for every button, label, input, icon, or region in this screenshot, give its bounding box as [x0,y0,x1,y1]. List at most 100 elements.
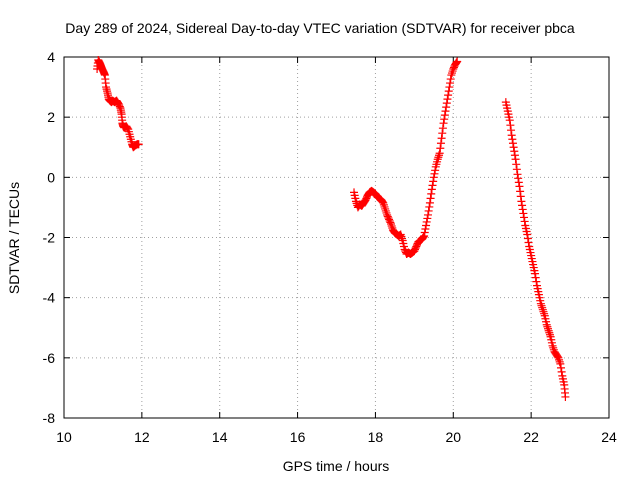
data-point [523,230,532,239]
data-point [386,218,395,227]
data-point [423,214,432,223]
data-point [427,185,436,194]
data-point [422,221,431,230]
data-point [518,201,527,210]
data-point [510,147,519,156]
y-tick-label: -8 [43,410,56,426]
data-point [512,160,521,169]
data-point [427,189,436,198]
data-point [555,357,564,366]
data-point [436,144,445,153]
data-point [554,353,563,362]
data-point [545,328,554,337]
x-axis-label: GPS time / hours [283,458,390,474]
data-point [538,303,547,312]
data-point [447,71,456,80]
y-tick-label: 2 [47,109,55,125]
data-point [420,228,429,237]
x-tick-label: 20 [445,429,461,445]
data-point [507,126,516,135]
data-point [540,309,549,318]
data-point [421,224,430,233]
data-point [453,57,462,66]
data-point [115,102,124,111]
data-point [122,123,131,132]
data-point [442,99,451,108]
axis-ticks: 10 12 14 16 18 20 22 24-8-6-4-2024 [43,49,617,445]
data-point [505,116,514,125]
data-point [520,213,529,222]
data-point [537,301,546,310]
data-point [544,324,553,333]
data-point [452,58,461,67]
data-point [441,107,450,116]
x-tick-label: 14 [212,429,228,445]
data-point [436,139,445,148]
data-point [548,341,557,350]
data-point [544,326,553,335]
x-tick-label: 24 [601,429,617,445]
y-tick-label: -2 [43,230,56,246]
data-point [543,322,552,331]
chart-title: Day 289 of 2024, Sidereal Day-to-day VTE… [65,20,575,36]
data-point [545,330,554,339]
y-tick-label: 0 [47,169,55,185]
data-point [381,204,390,213]
data-point [423,210,432,219]
data-point [451,59,460,68]
data-point [438,124,447,133]
y-tick-label: -4 [43,290,56,306]
data-points [93,56,570,401]
data-point [513,170,522,179]
data-point [520,217,529,226]
data-point [440,111,449,120]
data-point [511,155,520,164]
y-tick-label: 4 [47,49,55,65]
data-point [524,238,533,247]
data-point [435,149,444,158]
data-point [426,194,435,203]
data-point [430,169,439,178]
x-tick-label: 12 [134,429,150,445]
data-point [398,234,407,243]
data-point [539,307,548,316]
data-point [556,363,565,372]
data-point [517,197,526,206]
data-point [440,115,449,124]
data-point [446,79,455,88]
data-point [438,129,447,138]
data-point [437,134,446,143]
data-point [515,182,524,191]
data-point [439,119,448,128]
data-point [382,208,391,217]
data-point [429,173,438,182]
data-point [557,367,566,376]
grid-lines [64,57,609,418]
data-point [443,95,452,104]
data-point [516,192,525,201]
data-point [514,174,523,183]
data-point [508,135,517,144]
data-point [360,197,369,206]
data-point [514,178,523,187]
data-point [397,232,406,241]
data-point [553,351,562,360]
data-point [425,198,434,207]
data-point [447,69,456,78]
data-point [420,231,429,240]
data-point [531,273,540,282]
data-point [448,67,457,76]
data-point [429,177,438,186]
x-tick-label: 22 [523,429,539,445]
data-point [510,151,519,160]
data-point [377,196,386,205]
data-point [431,166,440,175]
data-point [134,140,143,149]
data-point [518,205,527,214]
data-point [418,234,427,243]
data-point [387,221,396,230]
data-point [446,75,455,84]
data-point [531,269,540,278]
data-point [507,131,516,140]
